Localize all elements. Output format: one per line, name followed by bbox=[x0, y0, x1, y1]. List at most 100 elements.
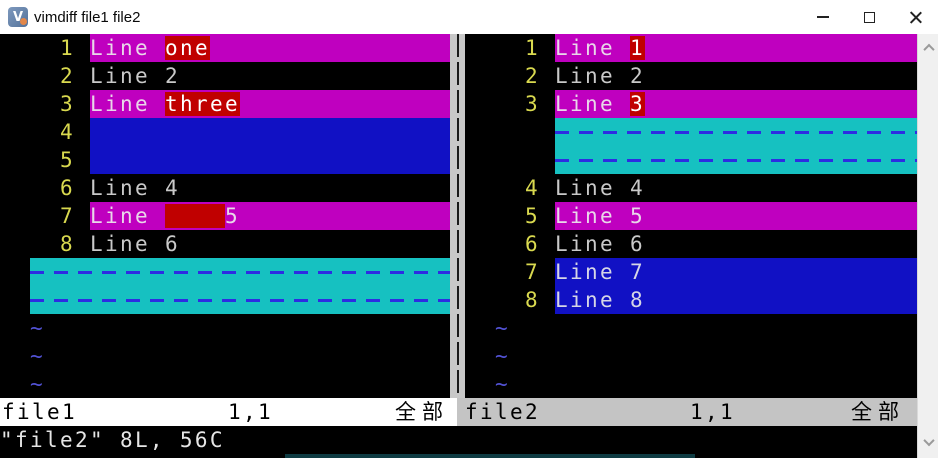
buffer-line[interactable]: 4 Line 4 bbox=[465, 174, 917, 202]
line-number: 7 bbox=[60, 204, 75, 228]
command-line-message[interactable]: "file2" 8L, 56C bbox=[0, 426, 917, 454]
line-number: 5 bbox=[60, 148, 75, 172]
buffer-line[interactable]: 6 Line 4 bbox=[0, 174, 450, 202]
line-text: Line 5 bbox=[555, 202, 917, 230]
diff-filler-line[interactable] bbox=[465, 146, 917, 174]
text-segment: Line 8 bbox=[555, 288, 645, 312]
line-number: 1 bbox=[60, 36, 75, 60]
nontext-tilde-line[interactable]: ~ bbox=[465, 342, 917, 370]
deleted-line-dashes bbox=[30, 258, 450, 286]
line-number: 1 bbox=[525, 36, 540, 60]
diff-text-segment: one bbox=[164, 36, 210, 60]
buffer-line[interactable]: 5 Line 5 bbox=[465, 202, 917, 230]
diff-filler-line[interactable] bbox=[465, 118, 917, 146]
text-segment: Line 6 bbox=[555, 232, 645, 256]
buffer-line[interactable]: 2 Line 2 bbox=[465, 62, 917, 90]
diff-filler-line[interactable] bbox=[0, 258, 450, 286]
text-segment: Line 7 bbox=[555, 260, 645, 284]
line-number: 6 bbox=[60, 176, 75, 200]
tilde-marker: ~ bbox=[30, 372, 45, 396]
line-text bbox=[90, 146, 450, 174]
text-segment: Line 2 bbox=[555, 64, 645, 88]
text-segment: 5 bbox=[224, 204, 240, 228]
text-segment: Line 4 bbox=[555, 176, 645, 200]
vertical-split-separator[interactable] bbox=[450, 34, 465, 398]
statusline-file1[interactable]: file1 1,1 全部 bbox=[0, 398, 457, 426]
buffer-line[interactable]: 4 bbox=[0, 118, 450, 146]
buffer-line[interactable]: 5 bbox=[0, 146, 450, 174]
diff-text-segment: 3 bbox=[629, 92, 645, 116]
line-text: Line one bbox=[90, 34, 450, 62]
left-pane-file1[interactable]: 1 Line one 2 Line 2 3 Line three 4 5 6 Line 4 7 Lin… bbox=[0, 34, 450, 398]
buffer-line[interactable]: 6 Line 6 bbox=[465, 230, 917, 258]
maximize-button[interactable] bbox=[846, 0, 892, 34]
line-number: 8 bbox=[525, 288, 540, 312]
vim-console: 1 Line one 2 Line 2 3 Line three 4 5 6 Line 4 7 Lin… bbox=[0, 34, 938, 458]
tilde-marker: ~ bbox=[495, 344, 510, 368]
deleted-line-dashes bbox=[555, 146, 917, 174]
diff-filler-line[interactable] bbox=[0, 286, 450, 314]
text-segment: Line 6 bbox=[90, 232, 180, 256]
buffer-line[interactable]: 7 Line 5 bbox=[0, 202, 450, 230]
line-text: Line 4 bbox=[555, 174, 917, 202]
deleted-line-dashes bbox=[555, 118, 917, 146]
text-segment: Line 4 bbox=[90, 176, 180, 200]
minimize-icon bbox=[817, 16, 829, 18]
nontext-tilde-line[interactable]: ~ bbox=[465, 370, 917, 398]
buffer-line[interactable]: 8 Line 6 bbox=[0, 230, 450, 258]
nontext-tilde-line[interactable]: ~ bbox=[465, 314, 917, 342]
line-number: 5 bbox=[525, 204, 540, 228]
taskbar-sliver bbox=[285, 454, 695, 458]
deleted-line-dashes bbox=[30, 286, 450, 314]
right-pane-file2[interactable]: 1 Line 1 2 Line 2 3 Line 3 4 Line 4 5 Line 5 6 Line… bbox=[465, 34, 917, 398]
line-text: Line 2 bbox=[90, 62, 450, 90]
line-number: 2 bbox=[525, 64, 540, 88]
text-segment: Line 2 bbox=[90, 64, 180, 88]
line-text: Line three bbox=[90, 90, 450, 118]
console-scrollbar[interactable] bbox=[917, 34, 938, 458]
tilde-marker: ~ bbox=[495, 316, 510, 340]
window-title: vimdiff file1 file2 bbox=[34, 8, 141, 26]
maximize-icon bbox=[863, 11, 875, 23]
close-button[interactable] bbox=[892, 0, 938, 34]
text-segment: Line 5 bbox=[555, 204, 645, 228]
buffer-line[interactable]: 1 Line one bbox=[0, 34, 450, 62]
line-number: 4 bbox=[60, 120, 75, 144]
line-text: Line 5 bbox=[90, 202, 450, 230]
diff-text-segment: 1 bbox=[629, 36, 645, 60]
buffer-line[interactable]: 8 Line 8 bbox=[465, 286, 917, 314]
line-number: 8 bbox=[60, 232, 75, 256]
statusline-scroll-position: 全部 bbox=[395, 400, 449, 424]
line-text: Line 4 bbox=[90, 174, 450, 202]
minimize-button[interactable] bbox=[800, 0, 846, 34]
separator-line-icon bbox=[456, 34, 459, 398]
window-controls bbox=[800, 0, 938, 34]
tilde-marker: ~ bbox=[30, 316, 45, 340]
buffer-line[interactable]: 7 Line 7 bbox=[465, 258, 917, 286]
line-text: Line 3 bbox=[555, 90, 917, 118]
line-text: Line 8 bbox=[555, 286, 917, 314]
statusline-file2[interactable]: file2 1,1 全部 bbox=[457, 398, 917, 426]
chevron-up-icon bbox=[922, 43, 935, 56]
buffer-line[interactable]: 3 Line three bbox=[0, 90, 450, 118]
nontext-tilde-line[interactable]: ~ bbox=[0, 314, 450, 342]
close-icon bbox=[909, 11, 922, 24]
line-text bbox=[90, 118, 450, 146]
statusline-filename: file2 bbox=[465, 400, 540, 424]
text-segment: Line bbox=[90, 36, 165, 60]
line-text: Line 6 bbox=[90, 230, 450, 258]
vim-logo-icon: V bbox=[8, 7, 28, 27]
chevron-down-icon bbox=[922, 434, 935, 447]
nontext-tilde-line[interactable]: ~ bbox=[0, 342, 450, 370]
scroll-down-button[interactable] bbox=[918, 432, 938, 452]
buffer-line[interactable]: 2 Line 2 bbox=[0, 62, 450, 90]
buffer-line[interactable]: 1 Line 1 bbox=[465, 34, 917, 62]
text-segment: Line bbox=[90, 204, 165, 228]
scroll-up-button[interactable] bbox=[918, 38, 938, 58]
nontext-tilde-line[interactable]: ~ bbox=[0, 370, 450, 398]
buffer-line[interactable]: 3 Line 3 bbox=[465, 90, 917, 118]
text-segment: Line bbox=[555, 36, 630, 60]
title-bar[interactable]: V vimdiff file1 file2 bbox=[0, 0, 938, 34]
text-segment: Line bbox=[90, 92, 165, 116]
line-number: 3 bbox=[60, 92, 75, 116]
